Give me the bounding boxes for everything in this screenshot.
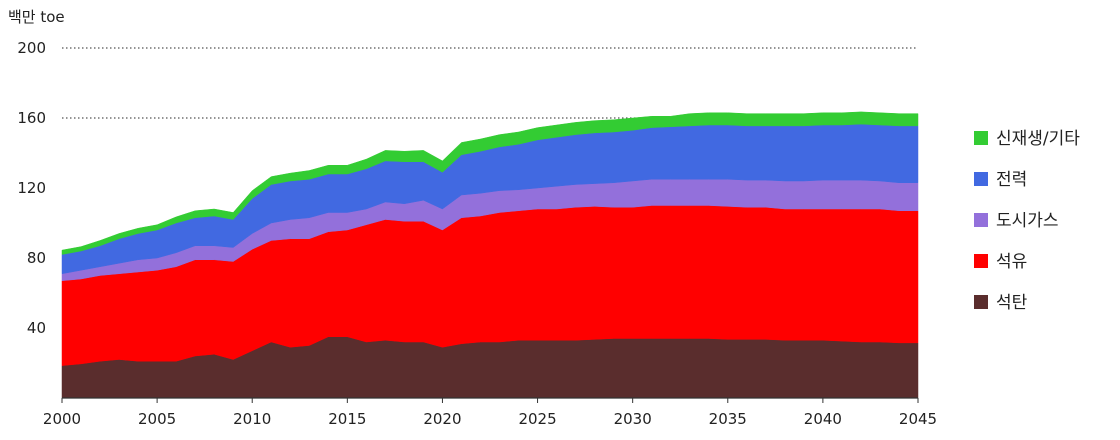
x-tick-label: 2040 [804, 410, 842, 428]
legend-swatch [974, 131, 988, 145]
y-tick-label: 80 [27, 249, 46, 267]
x-tick-label: 2045 [899, 410, 937, 428]
legend-label: 도시가스 [996, 211, 1059, 231]
y-axis-unit-label: 백만 toe [8, 8, 65, 26]
legend-swatch [974, 213, 988, 227]
legend-label: 전력 [996, 170, 1027, 190]
gridlines [62, 47, 918, 119]
legend-label: 석유 [996, 252, 1027, 272]
x-tick-label: 2015 [328, 410, 366, 428]
axes [61, 397, 919, 403]
x-tick-label: 2020 [423, 410, 461, 428]
legend-swatch [974, 295, 988, 309]
x-tick-label: 2010 [233, 410, 271, 428]
series-areas [61, 111, 919, 399]
y-tick-label: 120 [17, 179, 46, 197]
area-series-5 [61, 111, 919, 255]
x-tick-label: 2035 [709, 410, 747, 428]
legend-label: 신재생/기타 [996, 129, 1080, 149]
x-tick-label: 2030 [614, 410, 652, 428]
legend-label: 석탄 [996, 293, 1028, 313]
y-tick-label: 160 [17, 109, 46, 127]
y-tick-label: 40 [27, 319, 46, 337]
legend-swatch [974, 254, 988, 268]
legend-swatch [974, 172, 988, 186]
x-tick-labels: 2000 2005 2010 2015 2020 2025 2030 2035 2040 2045 [43, 410, 937, 428]
x-tick-label: 2025 [518, 410, 556, 428]
y-tick-label: 200 [17, 39, 46, 57]
x-tick-label: 2000 [43, 410, 81, 428]
x-tick-label: 2005 [138, 410, 176, 428]
y-tick-labels: 40 80 120 160 200 [17, 39, 46, 337]
